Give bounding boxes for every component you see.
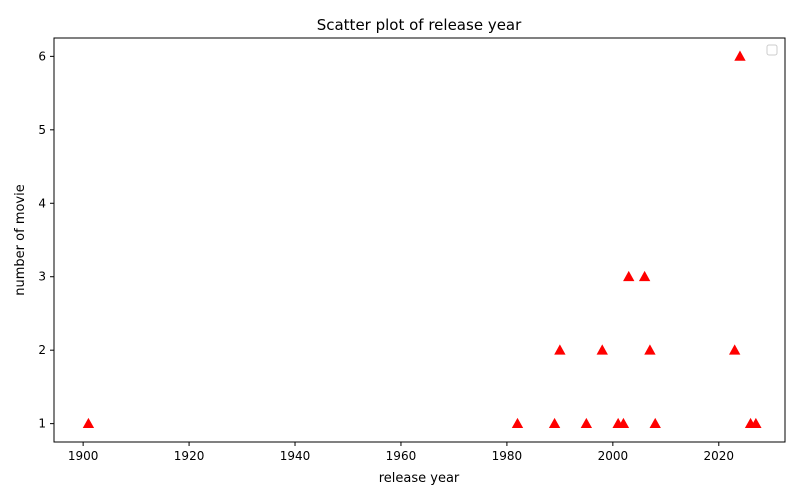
x-axis-label: release year [379,471,460,486]
scatter-point [734,50,746,61]
legend-box [766,44,778,56]
scatter-point [511,417,524,429]
x-axis-ticks: 1900 1920 1940 1960 1980 2000 2020 [68,442,734,463]
scatter-point [623,270,635,282]
y-tick-label: 2 [38,343,46,357]
scatter-point [554,344,566,355]
scatter-point [580,417,593,429]
x-tick-label: 1960 [386,449,417,463]
scatter-point [548,417,561,429]
x-tick-label: 2000 [598,449,629,463]
y-axis-label: number of movie [13,184,28,295]
scatter-point [649,417,661,429]
scatter-point [728,344,741,355]
scatter-point [82,417,95,429]
y-tick-label: 6 [38,49,46,63]
y-tick-label: 5 [38,123,46,137]
scatter-point [596,344,608,355]
x-tick-label: 2020 [704,449,735,463]
scatter-point [644,344,656,355]
x-tick-label: 1980 [492,449,523,463]
scatter-point [750,417,762,429]
data-points [82,50,762,429]
y-tick-label: 4 [38,196,46,210]
y-axis-ticks: 1 2 3 4 5 6 [38,49,54,431]
scatter-point [638,270,651,282]
y-tick-label: 3 [38,270,46,284]
plot-area [53,37,786,443]
x-tick-label: 1940 [280,449,311,463]
x-tick-label: 1900 [68,449,99,463]
chart-title: Scatter plot of release year [317,16,522,34]
x-tick-label: 1920 [174,449,205,463]
axes-frame [53,37,786,443]
y-tick-label: 1 [38,417,46,431]
scatter-point [617,417,630,429]
